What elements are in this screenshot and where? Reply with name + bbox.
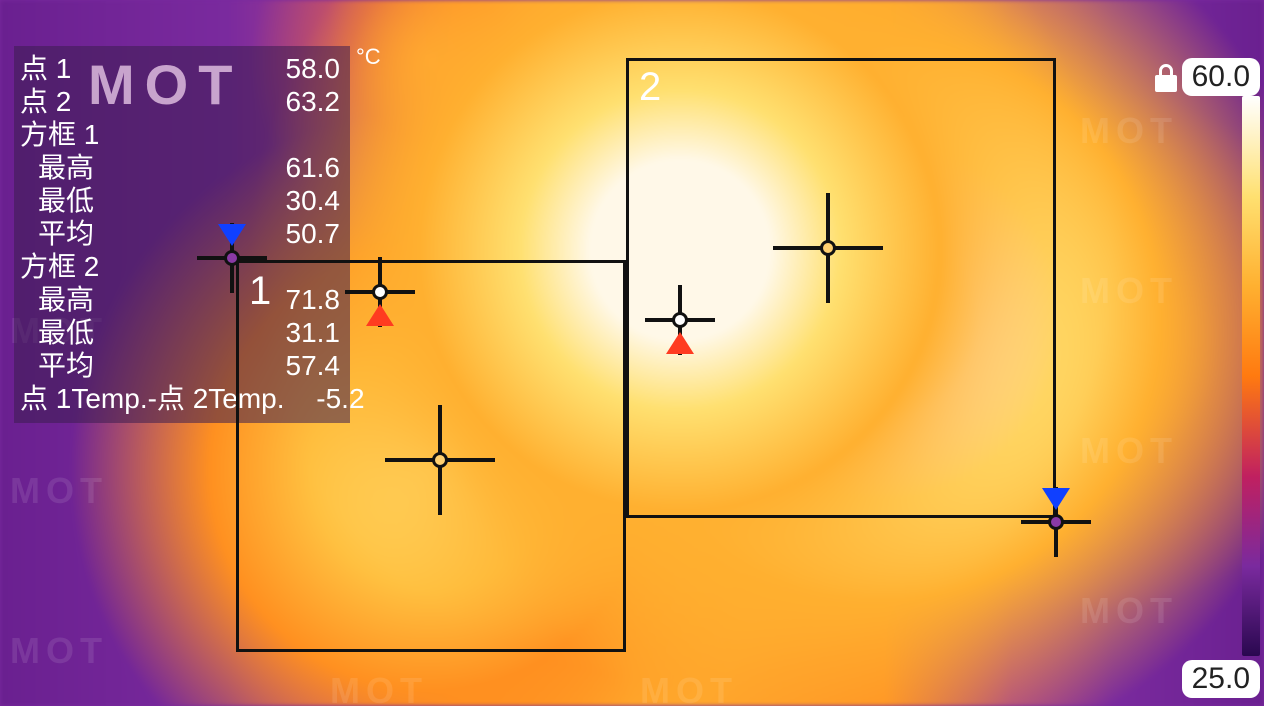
scale-max-label[interactable]: 60.0	[1182, 58, 1260, 96]
box2-min-label: 最低	[20, 316, 94, 349]
box2-label: 方框 2	[20, 250, 99, 283]
min-indicator-icon	[1042, 488, 1070, 510]
box1-min-label: 最低	[20, 184, 94, 217]
box1-avg-value: 50.7	[260, 217, 340, 250]
box1-label: 方框 1	[20, 118, 99, 151]
panel-row-box1-min: 最低 30.4	[18, 184, 342, 217]
scale-min-label[interactable]: 25.0	[1182, 660, 1260, 698]
box1-avg-label: 平均	[20, 217, 94, 250]
min-indicator-icon	[218, 224, 246, 246]
max-indicator-icon	[366, 304, 394, 326]
point1-label: 点 1	[20, 52, 71, 85]
measurement-box-2[interactable]: 2	[626, 58, 1056, 518]
unit-label: °C	[356, 44, 381, 70]
panel-row-box1-header: 方框 1	[18, 118, 342, 151]
box1-number: 1	[249, 269, 271, 314]
box1-max-value: 61.6	[260, 151, 340, 184]
box1-min-value: 30.4	[260, 184, 340, 217]
box1-max-label: 最高	[20, 151, 94, 184]
color-scale-bar[interactable]	[1242, 96, 1260, 656]
brand-logo: MOT	[88, 52, 242, 117]
lock-icon[interactable]	[1154, 64, 1178, 88]
point2-value: 63.2	[260, 85, 340, 118]
point2-label: 点 2	[20, 85, 71, 118]
box2-number: 2	[639, 65, 661, 110]
box2-avg-label: 平均	[20, 349, 94, 382]
panel-row-box1-avg: 平均 50.7	[18, 217, 342, 250]
point1-value: 58.0	[260, 52, 340, 85]
box2-max-label: 最高	[20, 283, 94, 316]
panel-row-box1-max: 最高 61.6	[18, 151, 342, 184]
measurement-box-1[interactable]: 1	[236, 260, 626, 652]
max-indicator-icon	[666, 332, 694, 354]
